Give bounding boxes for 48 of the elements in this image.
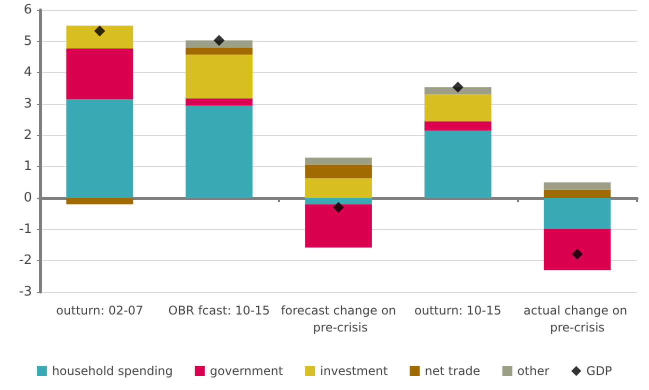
bar [544,190,611,198]
bar [186,54,253,98]
bar [186,40,253,48]
bar [305,204,372,248]
x-tick-label: OBR fcast: 10-15 [168,304,270,318]
point [94,25,106,36]
legend-label: other [517,364,550,378]
legend-label: GDP [586,364,612,378]
bar [305,158,372,165]
point [572,248,583,260]
legend-label: household spending [52,364,173,378]
y-tick-label: 6 [24,2,32,18]
bar [544,198,611,230]
y-tick-label: -1 [19,222,32,237]
point [214,34,225,46]
legend-label: investment [320,364,388,378]
x-tick-label: forecast change on pre-crisis [280,304,396,334]
bar [305,164,372,178]
bar [424,130,492,198]
bar [544,182,611,190]
bar [186,106,253,198]
y-tick-label: -3 [19,284,32,300]
bar [544,229,611,270]
y-tick-label: 3 [24,96,32,112]
y-tick-label: 5 [24,34,32,49]
bar [424,87,492,94]
y-tick-label: 4 [24,65,32,80]
x-tick-label: outturn: 02-07 [56,304,144,318]
bar [66,26,134,49]
bar [305,198,372,204]
y-tick-label: -2 [19,253,32,268]
bar [66,198,134,204]
point [333,202,344,213]
y-tick-label: 0 [24,190,32,206]
bar [66,48,134,100]
legend-label: government [210,364,284,378]
y-tick-label: 2 [24,128,32,143]
y-tick-label: 1 [24,159,32,174]
bar [424,121,492,131]
bar [66,99,134,198]
bar [305,178,372,198]
point [452,82,464,93]
bar [186,98,253,106]
bar [424,94,492,122]
x-tick-label: outturn: 10-15 [414,304,502,318]
x-tick-label: actual change on pre-crisis [524,304,632,334]
bar [186,48,253,55]
legend-label: net trade [424,364,480,378]
